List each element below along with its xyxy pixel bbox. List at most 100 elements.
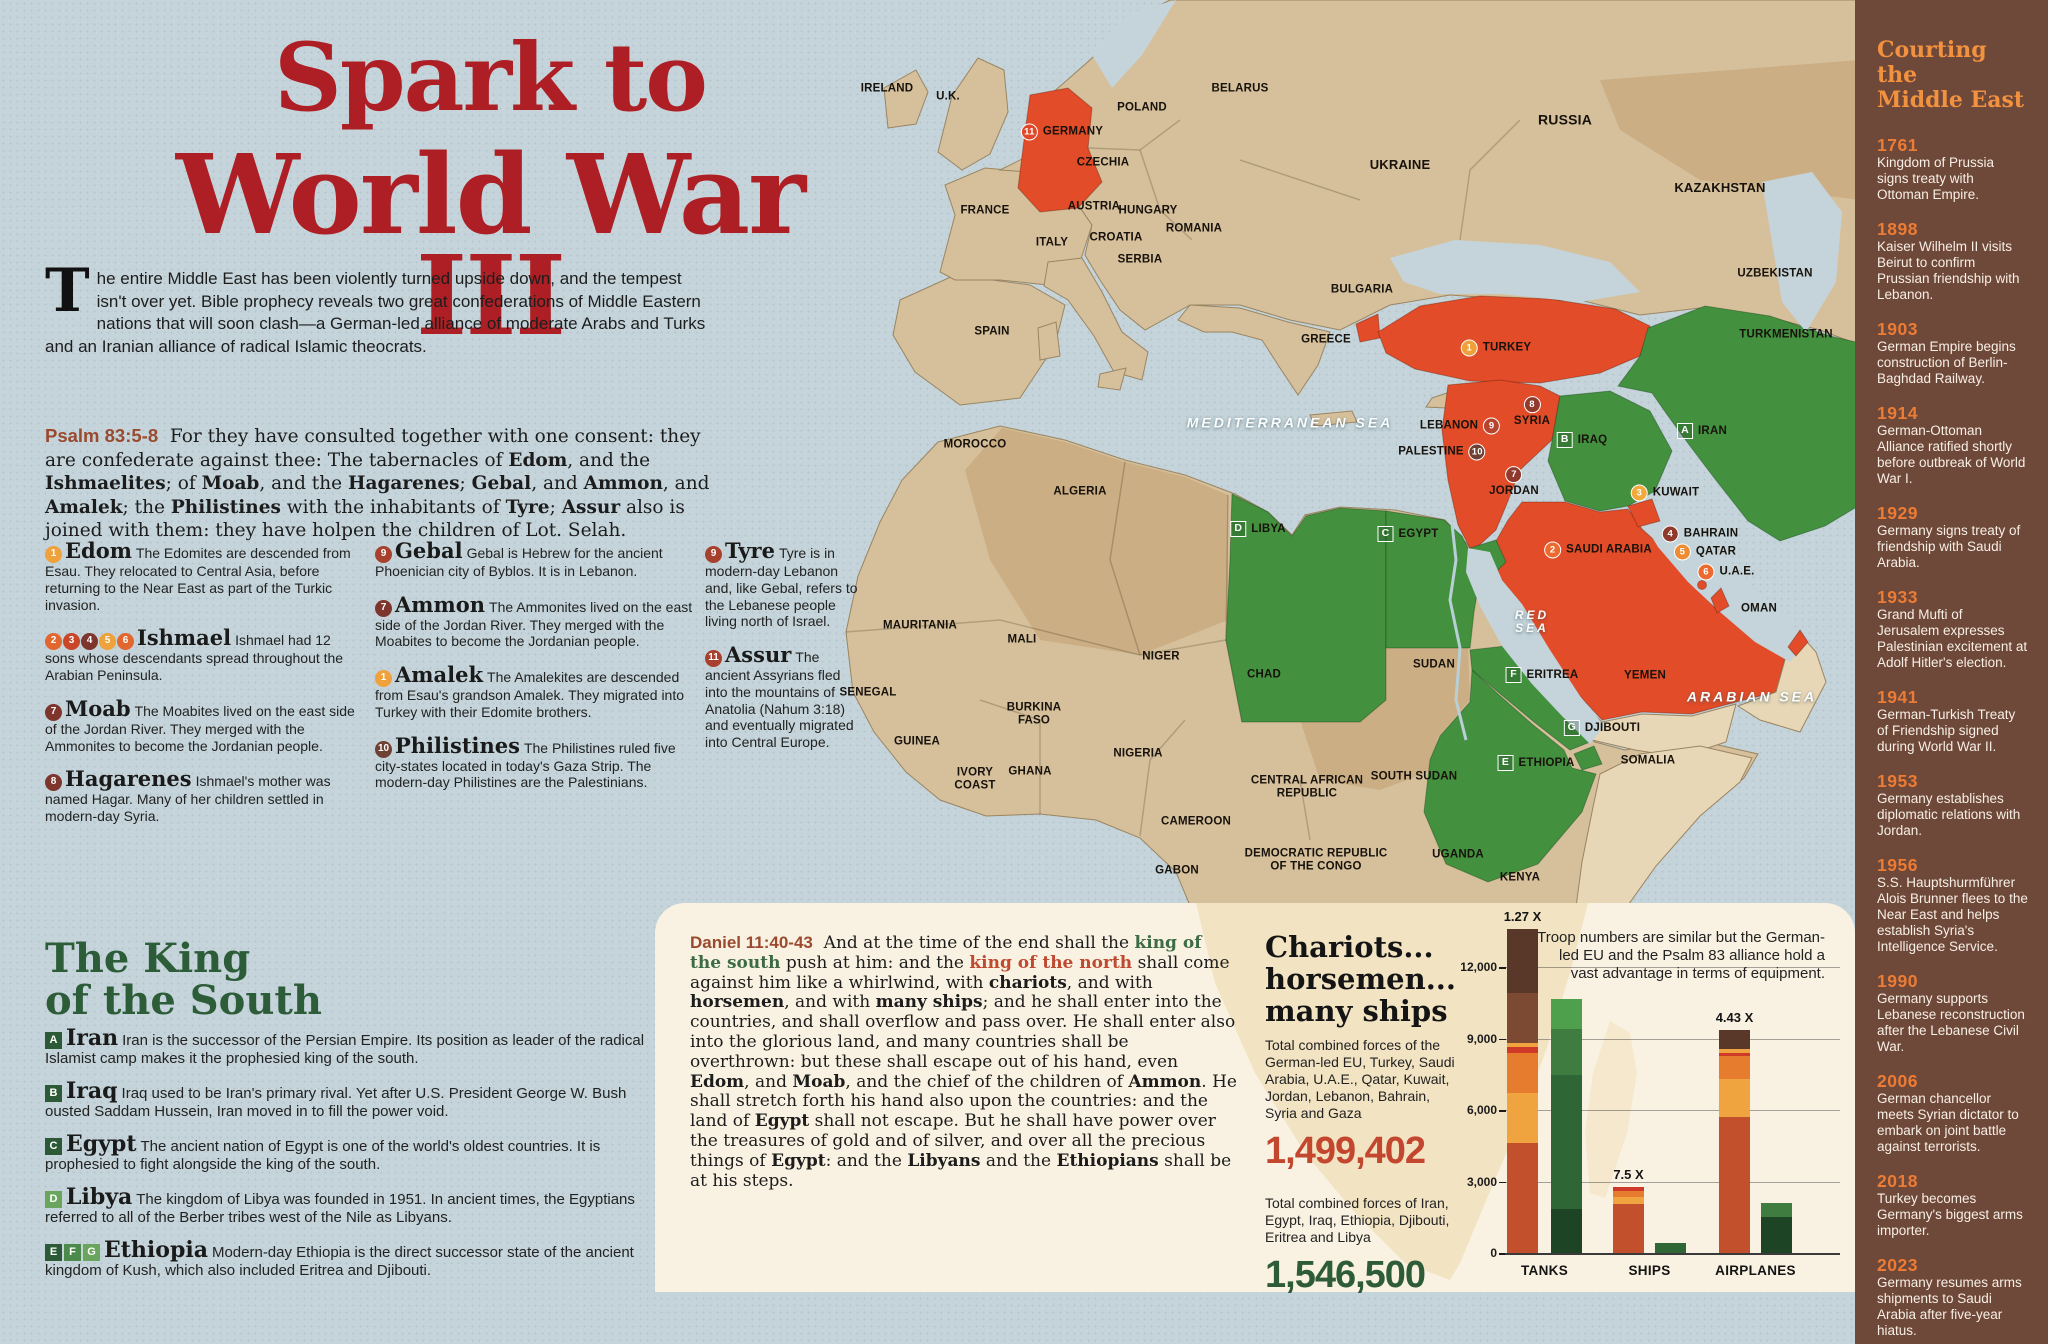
map-label-czechia: CZECHIA xyxy=(1077,157,1130,170)
timeline-year: 1903 xyxy=(1877,319,1918,339)
map-label-belarus: BELARUS xyxy=(1212,83,1269,96)
black-sea xyxy=(1390,240,1640,302)
chart-gridline xyxy=(1505,1038,1840,1040)
country-kuwait xyxy=(1627,498,1661,528)
bar-segment xyxy=(1551,999,1582,1029)
number-badge: 1 xyxy=(45,545,62,563)
map-label-text: SOUTH SUDAN xyxy=(1370,770,1458,783)
bar-segment xyxy=(1507,1052,1538,1094)
timeline-sidebar: Courting the Middle East 1761 Kingdom of … xyxy=(1855,0,2048,1344)
page-title-line1: Spark to xyxy=(273,23,708,133)
timeline-entry: 2006 German chancellor meets Syrian dicta… xyxy=(1877,1071,2028,1155)
map-label-croatia: CROATIA xyxy=(1090,232,1143,245)
map-label-text: GERMANY xyxy=(1042,125,1104,138)
text-segment: shall not escape. But he shall have powe… xyxy=(690,1111,1216,1171)
timeline-year: 1953 xyxy=(1877,771,1918,791)
text-segment: ; the xyxy=(122,496,171,518)
map-label-u-k-: U.K. xyxy=(936,91,960,104)
map-label-lebanon: LEBANON 9 xyxy=(1420,417,1501,435)
map-label-text: YEMEN xyxy=(1624,669,1666,682)
chart-category-label: AIRPLANES xyxy=(1715,1263,1796,1278)
timeline-text: Turkey becomes Germany's biggest arms im… xyxy=(1877,1191,2023,1238)
map-label-text: MAURITANIA xyxy=(883,619,957,632)
entity-description: The Ammonites lived on the east side of … xyxy=(375,598,693,650)
entity-entry: 10 Philistines The Philistines ruled five … xyxy=(375,735,693,792)
letter-badge: D xyxy=(45,1191,62,1209)
watermark-madagascar xyxy=(1585,1021,1637,1198)
entity-entry: 2 3 4 5 6 Ishmael Ishmael had 12 sons whose de… xyxy=(45,627,363,684)
bar-segment xyxy=(1507,1093,1538,1144)
entity-description: Tyre is in modern-day Lebanon and, like … xyxy=(705,545,858,630)
king-of-south-list: A Iran Iran is the successor of the Persia… xyxy=(45,1027,645,1295)
map-label-mediterranean-sea: MEDITERRANEAN SEA xyxy=(1187,414,1394,430)
page-title-line2: World War III xyxy=(175,130,806,361)
nile-river xyxy=(1448,523,1468,741)
psalm-text: For they have consulted together with on… xyxy=(45,426,709,541)
king-entry: B Iraq Iraq used to be Iran's primary riva… xyxy=(45,1080,645,1120)
landmass-ireland xyxy=(883,69,929,129)
king-country-name: Iraq xyxy=(66,1078,118,1104)
timeline-text: S.S. Hauptshurmführer Alois Brunner flee… xyxy=(1877,875,2028,954)
map-label-palestine: PALESTINE 10 xyxy=(1398,443,1486,461)
watermark-africa-south xyxy=(1196,903,1588,1280)
text-segment: Moab xyxy=(792,1071,846,1092)
text-segment: shall come against him like a whirlwind,… xyxy=(690,952,1230,993)
border-line xyxy=(1087,119,1181,151)
map-label-libya: D LIBYA xyxy=(1230,521,1286,537)
text-segment: Edom xyxy=(690,1071,745,1092)
entity-entry: 1 Amalek The Amalekites are descended from… xyxy=(375,664,693,721)
timeline-text: German chancellor meets Syrian dictator … xyxy=(1877,1091,2019,1154)
map-label-djibouti: G DJIBOUTI xyxy=(1563,720,1640,736)
map-label-germany: 11 GERMANY xyxy=(1020,123,1104,141)
timeline-entry: 1929 Germany signs treaty of friendship w… xyxy=(1877,503,2028,571)
map-label-text: CENTRAL AFRICAN REPUBLIC xyxy=(1250,774,1364,799)
map-label-text: U.K. xyxy=(936,90,960,103)
timeline-year: 2006 xyxy=(1877,1071,1918,1091)
iranian-alliance-caption: Total combined forces of Iran, Egypt, Ir… xyxy=(1265,1195,1450,1245)
timeline-text: German Empire begins construction of Ber… xyxy=(1877,339,2016,386)
text-segment: . He shall stretch forth his hand also u… xyxy=(690,1071,1237,1132)
king-of-south-title: The King of the South xyxy=(45,935,322,1024)
timeline-entry: 1933 Grand Mufti of Jerusalem expresses P… xyxy=(1877,587,2028,671)
country-iran xyxy=(1617,305,1861,542)
map-label-text: SENEGAL xyxy=(839,686,897,699)
text-segment: Egypt xyxy=(771,1150,826,1171)
entity-name: Ishmael xyxy=(137,625,232,651)
map-number-badge-4: 4 xyxy=(1661,525,1679,543)
entity-description: Ishmael's mother was named Hagar. Many o… xyxy=(45,773,331,824)
map-label-text: ETHIOPIA xyxy=(1518,756,1575,769)
border-line xyxy=(1109,461,1141,656)
map-label-italy: ITALY xyxy=(1036,237,1068,250)
map-label-text: MOROCCO xyxy=(943,438,1007,451)
page-title: Spark to World War III xyxy=(95,12,885,365)
bar-segment xyxy=(1719,1030,1750,1050)
bar-segment xyxy=(1613,1191,1644,1197)
text-segment: also is joined with them: they have holp… xyxy=(45,496,685,542)
map-label-text: GUINEA xyxy=(894,735,940,748)
map-label-oman: OMAN xyxy=(1741,603,1777,616)
map-letter-badge-G: G xyxy=(1563,720,1580,736)
map-label-kazakhstan: KAZAKHSTAN xyxy=(1674,180,1765,195)
map-label-turkmenistan: TURKMENISTAN xyxy=(1739,329,1833,342)
map-label-text: NIGERIA xyxy=(1113,747,1163,760)
map-label-sudan: SUDAN xyxy=(1413,659,1455,672)
border-line xyxy=(1139,719,1186,837)
map-label-guinea: GUINEA xyxy=(894,736,940,749)
bar-segment xyxy=(1613,1197,1644,1205)
map-label-chad: CHAD xyxy=(1247,669,1281,682)
text-segment: , and xyxy=(531,473,584,494)
text-segment: Tyre xyxy=(505,496,550,518)
text-segment: , and xyxy=(744,1071,793,1092)
map-label-text: HUNGARY xyxy=(1118,204,1178,217)
number-badge: 10 xyxy=(375,740,392,758)
map-label-text: EGYPT xyxy=(1398,527,1439,540)
map-label-text: GABON xyxy=(1155,864,1199,877)
country-uae-musandam xyxy=(1787,629,1809,657)
forces-summary: Chariots... horsemen... many ships Total… xyxy=(1265,931,1460,1319)
map-label-turkey: 1 TURKEY xyxy=(1460,339,1531,357)
german-alliance-total: 1,499,402 xyxy=(1265,1130,1426,1172)
chart-ytick-mark xyxy=(1499,1038,1506,1040)
map-label-arabian-sea: ARABIAN SEA xyxy=(1687,688,1817,704)
timeline-year: 2023 xyxy=(1877,1255,1918,1275)
map-label-text: KUWAIT xyxy=(1652,486,1700,499)
